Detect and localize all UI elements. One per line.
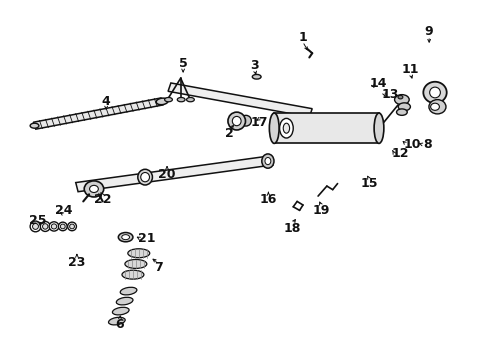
Ellipse shape: [128, 249, 150, 258]
Ellipse shape: [122, 235, 129, 240]
Text: 20: 20: [158, 168, 176, 181]
Text: 2: 2: [225, 127, 234, 140]
Text: 22: 22: [94, 193, 112, 206]
Ellipse shape: [429, 100, 446, 114]
Ellipse shape: [90, 185, 98, 193]
Polygon shape: [274, 113, 379, 143]
Ellipse shape: [283, 123, 290, 133]
Ellipse shape: [423, 82, 447, 103]
Ellipse shape: [120, 287, 137, 295]
Ellipse shape: [60, 224, 65, 229]
Ellipse shape: [165, 98, 172, 102]
Ellipse shape: [116, 297, 133, 305]
Ellipse shape: [118, 233, 133, 242]
Text: 11: 11: [402, 63, 419, 76]
Ellipse shape: [431, 103, 440, 111]
Polygon shape: [168, 83, 312, 117]
Ellipse shape: [112, 307, 129, 315]
Ellipse shape: [262, 154, 274, 168]
Ellipse shape: [125, 260, 147, 269]
Ellipse shape: [252, 75, 261, 79]
Text: 7: 7: [154, 261, 163, 274]
Text: 13: 13: [382, 88, 399, 101]
Text: 18: 18: [284, 222, 301, 235]
Text: 16: 16: [260, 193, 277, 206]
Ellipse shape: [270, 113, 279, 143]
Ellipse shape: [156, 98, 168, 105]
Ellipse shape: [70, 224, 74, 229]
Ellipse shape: [141, 172, 149, 182]
Ellipse shape: [398, 103, 411, 111]
Ellipse shape: [68, 222, 76, 231]
Ellipse shape: [177, 98, 185, 102]
Text: 24: 24: [55, 204, 73, 217]
Ellipse shape: [40, 221, 50, 231]
Text: 25: 25: [29, 213, 47, 226]
Ellipse shape: [32, 224, 38, 229]
Text: 1: 1: [298, 31, 307, 44]
Ellipse shape: [49, 222, 59, 231]
Ellipse shape: [396, 109, 407, 115]
Text: 23: 23: [68, 256, 86, 269]
Ellipse shape: [108, 317, 125, 325]
Ellipse shape: [394, 95, 409, 105]
Text: 10: 10: [403, 138, 421, 151]
Ellipse shape: [58, 222, 67, 231]
Ellipse shape: [232, 116, 241, 126]
Ellipse shape: [430, 87, 441, 98]
Ellipse shape: [122, 270, 144, 279]
Text: 14: 14: [369, 77, 387, 90]
Ellipse shape: [138, 169, 152, 185]
Ellipse shape: [265, 157, 271, 165]
Ellipse shape: [51, 224, 57, 229]
Text: 6: 6: [116, 318, 124, 331]
Text: 3: 3: [250, 59, 259, 72]
Polygon shape: [76, 156, 273, 192]
Text: 12: 12: [391, 147, 409, 160]
Ellipse shape: [228, 112, 245, 130]
Text: 21: 21: [138, 233, 155, 246]
Text: 17: 17: [251, 116, 269, 129]
Ellipse shape: [30, 221, 41, 232]
Ellipse shape: [398, 95, 403, 99]
Polygon shape: [33, 98, 163, 129]
Ellipse shape: [280, 118, 293, 138]
Text: 8: 8: [423, 138, 432, 151]
Text: 5: 5: [179, 57, 188, 71]
Ellipse shape: [241, 115, 251, 126]
Ellipse shape: [30, 123, 39, 128]
Text: 19: 19: [313, 204, 330, 217]
Text: 9: 9: [425, 25, 434, 38]
Ellipse shape: [84, 181, 104, 197]
Ellipse shape: [43, 224, 48, 229]
Text: 4: 4: [102, 95, 111, 108]
Ellipse shape: [374, 113, 384, 143]
Text: 15: 15: [361, 177, 378, 190]
Ellipse shape: [187, 98, 195, 102]
